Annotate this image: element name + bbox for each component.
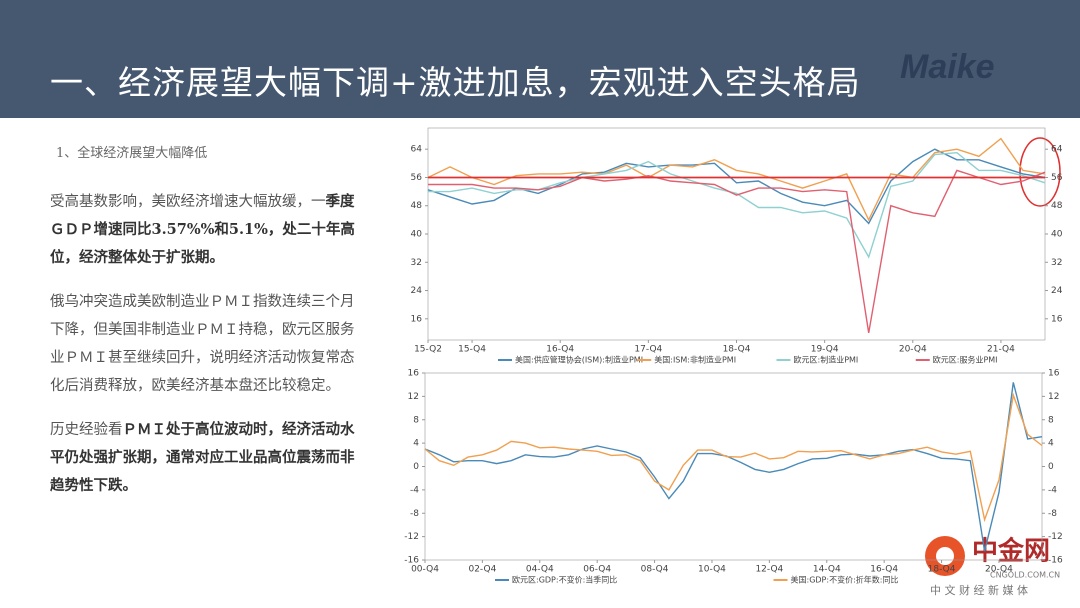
x-tick-label: 16-Q4: [870, 565, 898, 575]
x-tick-label: 18-Q4: [928, 565, 956, 575]
watermark-name: 中金网: [972, 536, 1050, 567]
y-tick-label: 24: [411, 286, 423, 296]
y-tick-label: -8: [410, 509, 419, 519]
watermark-icon-inner: [936, 547, 954, 565]
legend-label: 美国:供应管理协会(ISM):制造业PMI: [515, 355, 643, 365]
y2-tick-label: 0: [1048, 462, 1054, 472]
x-tick-label: 08-Q4: [641, 565, 669, 575]
y2-tick-label: -8: [1048, 509, 1057, 519]
x-tick-label: 15-Q2: [414, 345, 442, 355]
series-line: [424, 392, 1043, 523]
series-line: [428, 151, 1046, 259]
y2-tick-label: 64: [1051, 145, 1063, 155]
x-tick-label: 04-Q4: [526, 565, 554, 575]
text-run: ＰＭＩ处于高位波动时，经济活动水平仍处强扩张期，通常对应工业品高位震荡而非趋势性…: [50, 421, 355, 494]
series-line: [427, 148, 1046, 225]
y-tick-label: 0: [413, 462, 419, 472]
y2-tick-label: 16: [1048, 369, 1060, 379]
y-tick-label: 4: [413, 439, 419, 449]
y-tick-label: 48: [411, 201, 423, 211]
y-tick-label: -16: [404, 556, 419, 566]
x-tick-label: 17-Q4: [634, 345, 662, 355]
y-tick-label: 16: [411, 314, 423, 324]
text-panel: 1、全球经济展望大幅降低 受高基数影响，美欧经济增速大幅放缓，一季度ＧＤＰ增速同…: [50, 140, 360, 516]
series-line: [424, 382, 1043, 552]
x-tick-label: 19-Q4: [811, 345, 839, 355]
y2-tick-label: 12: [1048, 392, 1059, 402]
y2-tick-label: 40: [1051, 230, 1063, 240]
paragraph: 受高基数影响，美欧经济增速大幅放缓，一季度ＧＤＰ增速同比3.57%%和5.1%，…: [50, 188, 360, 272]
y2-tick-label: 8: [1048, 415, 1054, 425]
x-tick-label: 16-Q4: [546, 345, 574, 355]
text-run: 俄乌冲突造成美欧制造业ＰＭＩ指数连续三个月下降，但美国非制造业ＰＭＩ持稳，欧元区…: [50, 294, 355, 394]
y-tick-label: -4: [410, 485, 419, 495]
legend-label: 欧元区:制造业PMI: [794, 355, 859, 365]
y-tick-label: 12: [408, 392, 419, 402]
y2-tick-label: 4: [1048, 439, 1054, 449]
x-tick-label: 14-Q4: [813, 565, 841, 575]
x-tick-label: 00-Q4: [411, 565, 439, 575]
watermark-site: CNGOLD.COM.CN: [990, 571, 1060, 580]
y-tick-label: 56: [411, 173, 423, 183]
y2-tick-label: 56: [1051, 173, 1063, 183]
series-line: [427, 137, 1046, 222]
x-tick-label: 12-Q4: [755, 565, 783, 575]
x-tick-label: 15-Q4: [458, 345, 486, 355]
y-tick-label: 40: [411, 230, 423, 240]
heading: 1、全球经济展望大幅降低: [56, 146, 208, 161]
slide-title: 一、经济展望大幅下调+激进加息，宏观进入空头格局: [50, 63, 861, 102]
highlight-ellipse: [1019, 137, 1061, 207]
paragraph: 历史经验看ＰＭＩ处于高位波动时，经济活动水平仍处强扩张期，通常对应工业品高位震荡…: [50, 416, 360, 500]
text-run: 历史经验看: [50, 422, 123, 438]
y-tick-label: 32: [411, 258, 422, 268]
y2-tick-label: -4: [1048, 485, 1057, 495]
text-run: 季度ＧＤＰ增速同比3.57%%和5.1%，处二十年高位，经济整体处于扩张期。: [50, 193, 355, 266]
x-tick-label: 20-Q4: [899, 345, 927, 355]
plot-frame: [424, 372, 1043, 561]
y-tick-label: 64: [411, 145, 423, 155]
legend-label: 美国:ISM:非制造业PMI: [654, 355, 736, 365]
plot-frame: [427, 127, 1046, 341]
paragraph: 俄乌冲突造成美欧制造业ＰＭＩ指数连续三个月下降，但美国非制造业ＰＭＩ持稳，欧元区…: [50, 288, 360, 400]
x-tick-label: 20-Q4: [985, 565, 1013, 575]
y2-tick-label: 48: [1051, 201, 1063, 211]
y2-tick-label: -16: [1048, 556, 1063, 566]
legend-label: 欧元区:GDP:不变价:当季同比: [512, 575, 617, 585]
y2-tick-label: 16: [1051, 314, 1063, 324]
x-tick-label: 21-Q4: [987, 345, 1015, 355]
watermark-slogan: 中 文 财 经 新 媒 体: [930, 583, 1028, 597]
x-tick-label: 18-Q4: [723, 345, 751, 355]
text-run: 受高基数影响，美欧经济增速大幅放缓，一: [50, 194, 326, 210]
y2-tick-label: 24: [1051, 286, 1063, 296]
logo: Maike: [900, 48, 995, 86]
y-tick-label: 8: [413, 415, 419, 425]
y2-tick-label: 32: [1051, 258, 1062, 268]
y-tick-label: -12: [404, 532, 419, 542]
header-bar: [0, 0, 1080, 118]
series-line: [428, 169, 1046, 334]
x-tick-label: 06-Q4: [583, 565, 611, 575]
x-tick-label: 02-Q4: [468, 565, 496, 575]
y2-tick-label: -12: [1048, 532, 1063, 542]
legend-label: 欧元区:服务业PMI: [933, 355, 998, 365]
x-tick-label: 10-Q4: [698, 565, 726, 575]
y-tick-label: 16: [408, 369, 420, 379]
legend-label: 美国:GDP:不变价:折年数:同比: [791, 575, 899, 585]
